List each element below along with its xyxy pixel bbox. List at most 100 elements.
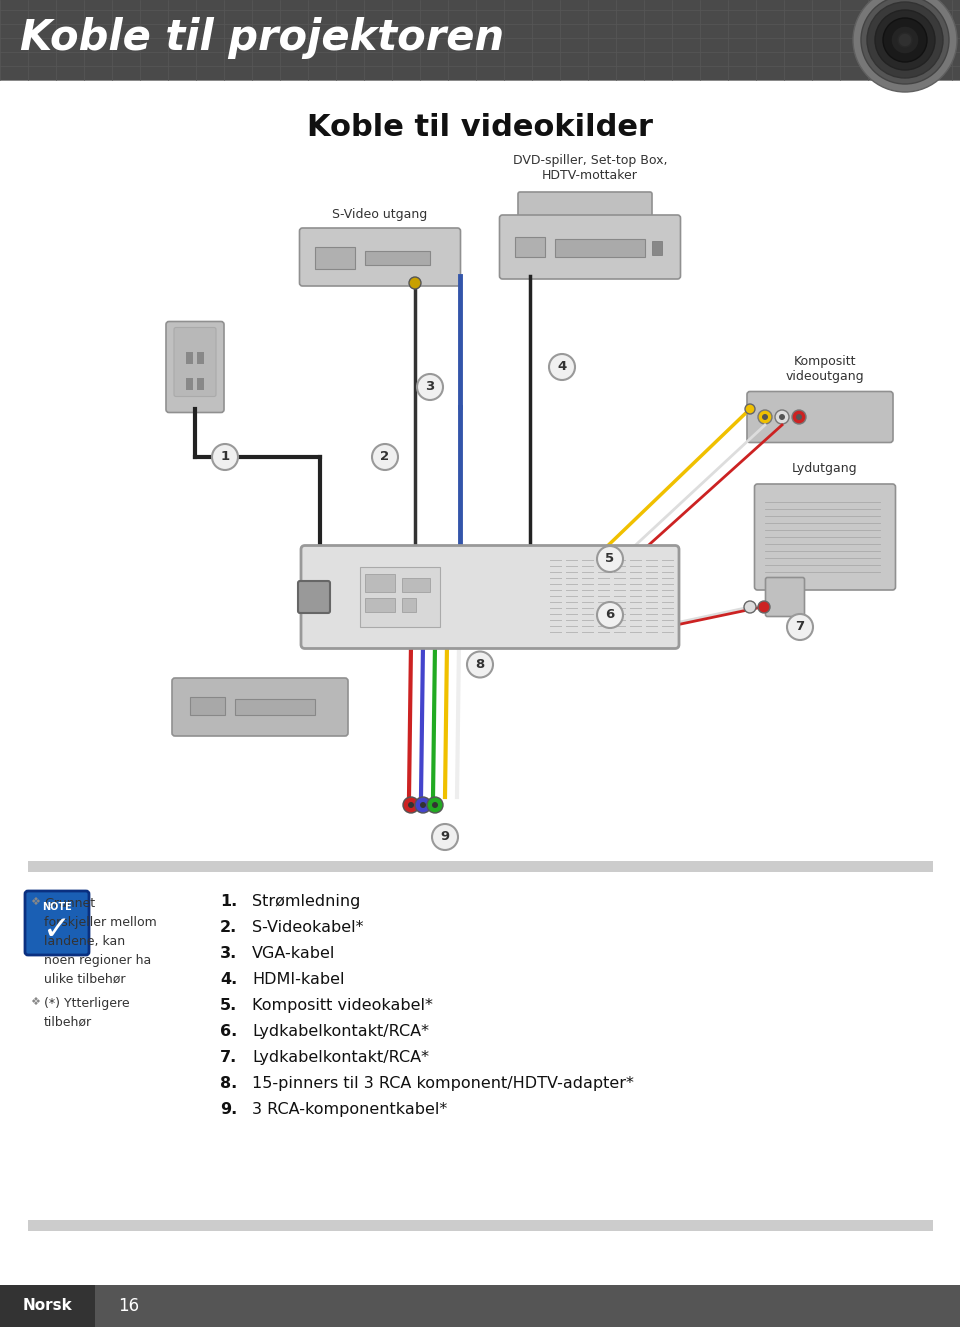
Text: 9.: 9. (220, 1101, 237, 1117)
FancyBboxPatch shape (755, 484, 896, 591)
Text: ❖: ❖ (30, 897, 40, 906)
Circle shape (597, 545, 623, 572)
FancyBboxPatch shape (174, 328, 216, 397)
Bar (360, 567, 440, 626)
Bar (555, 239, 645, 257)
Bar (0, 0, 960, 80)
Text: 2: 2 (380, 450, 390, 463)
Circle shape (420, 802, 426, 808)
Circle shape (758, 410, 772, 425)
FancyBboxPatch shape (172, 678, 348, 736)
Circle shape (861, 0, 949, 84)
Text: (*) Ytterligere: (*) Ytterligere (44, 997, 130, 1010)
FancyBboxPatch shape (747, 391, 893, 442)
Circle shape (758, 601, 770, 613)
Text: 7.: 7. (220, 1050, 237, 1066)
Text: 6: 6 (606, 609, 614, 621)
Text: forskjeller mellom: forskjeller mellom (44, 916, 156, 929)
FancyBboxPatch shape (298, 581, 330, 613)
Circle shape (867, 3, 943, 78)
Text: noen regioner ha: noen regioner ha (44, 954, 152, 967)
Bar (235, 699, 315, 715)
Text: 1: 1 (221, 450, 229, 463)
Bar (652, 242, 662, 255)
Bar (365, 598, 395, 612)
FancyBboxPatch shape (765, 577, 804, 617)
FancyBboxPatch shape (499, 215, 681, 279)
Circle shape (792, 410, 806, 425)
Text: ulike tilbehør: ulike tilbehør (44, 973, 126, 986)
Circle shape (432, 802, 438, 808)
Text: Kompositt
videoutgang: Kompositt videoutgang (785, 356, 864, 384)
Text: 5: 5 (606, 552, 614, 565)
Circle shape (549, 354, 575, 380)
Text: 3 RCA-komponentkabel*: 3 RCA-komponentkabel* (252, 1101, 447, 1117)
Circle shape (467, 652, 493, 678)
Bar (402, 579, 430, 592)
Circle shape (417, 374, 443, 399)
Circle shape (875, 11, 935, 70)
Text: 15-pinners til 3 RCA komponent/HDTV-adapter*: 15-pinners til 3 RCA komponent/HDTV-adap… (252, 1076, 634, 1091)
Circle shape (432, 824, 458, 851)
Bar (515, 238, 545, 257)
Text: 1.: 1. (220, 894, 237, 909)
Bar (402, 598, 416, 612)
Circle shape (779, 414, 785, 421)
Text: 7: 7 (796, 621, 804, 633)
Bar (190, 697, 225, 715)
Circle shape (796, 414, 802, 421)
Text: tilbehør: tilbehør (44, 1016, 92, 1028)
Text: Koble til videokilder: Koble til videokilder (307, 113, 653, 142)
Circle shape (403, 798, 419, 813)
Text: 5.: 5. (220, 998, 237, 1013)
Circle shape (787, 614, 813, 640)
Text: 3: 3 (425, 381, 435, 394)
Text: Kompositt videokabel*: Kompositt videokabel* (252, 998, 433, 1013)
Circle shape (853, 0, 957, 92)
Circle shape (372, 445, 398, 470)
Bar (197, 352, 204, 364)
Bar (0, 1285, 95, 1327)
Text: Lydutgang: Lydutgang (792, 462, 858, 475)
Text: Lydkabelkontakt/RCA*: Lydkabelkontakt/RCA* (252, 1024, 429, 1039)
Text: S-Videokabel*: S-Videokabel* (252, 920, 364, 936)
Text: Norsk: Norsk (22, 1299, 72, 1314)
FancyBboxPatch shape (518, 192, 652, 218)
Text: Koble til projektoren: Koble til projektoren (20, 17, 504, 60)
Text: Lydkabelkontakt/RCA*: Lydkabelkontakt/RCA* (252, 1050, 429, 1066)
Text: 4: 4 (558, 361, 566, 373)
Circle shape (744, 601, 756, 613)
FancyBboxPatch shape (301, 545, 679, 649)
Text: NOTE: NOTE (42, 902, 72, 912)
Bar (186, 378, 193, 390)
Circle shape (775, 410, 789, 425)
Circle shape (597, 602, 623, 628)
Text: S-Video utgang: S-Video utgang (332, 208, 427, 222)
Text: 2.: 2. (220, 920, 237, 936)
Text: 9: 9 (441, 831, 449, 844)
FancyBboxPatch shape (166, 321, 224, 413)
Bar (186, 352, 193, 364)
Text: VGA-kabel: VGA-kabel (252, 946, 335, 961)
Text: ❖: ❖ (30, 997, 40, 1007)
Text: 4.: 4. (220, 971, 237, 987)
Text: Grunnet: Grunnet (44, 897, 95, 910)
Circle shape (212, 445, 238, 470)
Circle shape (898, 33, 912, 46)
FancyBboxPatch shape (25, 890, 89, 955)
Text: ✓: ✓ (43, 913, 71, 946)
FancyBboxPatch shape (300, 228, 461, 287)
Text: HDMI-kabel: HDMI-kabel (252, 971, 345, 987)
Bar (365, 251, 430, 265)
Text: 16: 16 (118, 1296, 139, 1315)
Circle shape (891, 27, 919, 54)
Text: 6.: 6. (220, 1024, 237, 1039)
Text: DVD-spiller, Set-top Box,
HDTV-mottaker: DVD-spiller, Set-top Box, HDTV-mottaker (513, 154, 667, 182)
Bar (197, 378, 204, 390)
Bar (315, 247, 355, 269)
Circle shape (409, 277, 421, 289)
Text: 3.: 3. (220, 946, 237, 961)
Text: 8: 8 (475, 658, 485, 671)
Circle shape (427, 798, 443, 813)
Text: landene, kan: landene, kan (44, 936, 125, 947)
